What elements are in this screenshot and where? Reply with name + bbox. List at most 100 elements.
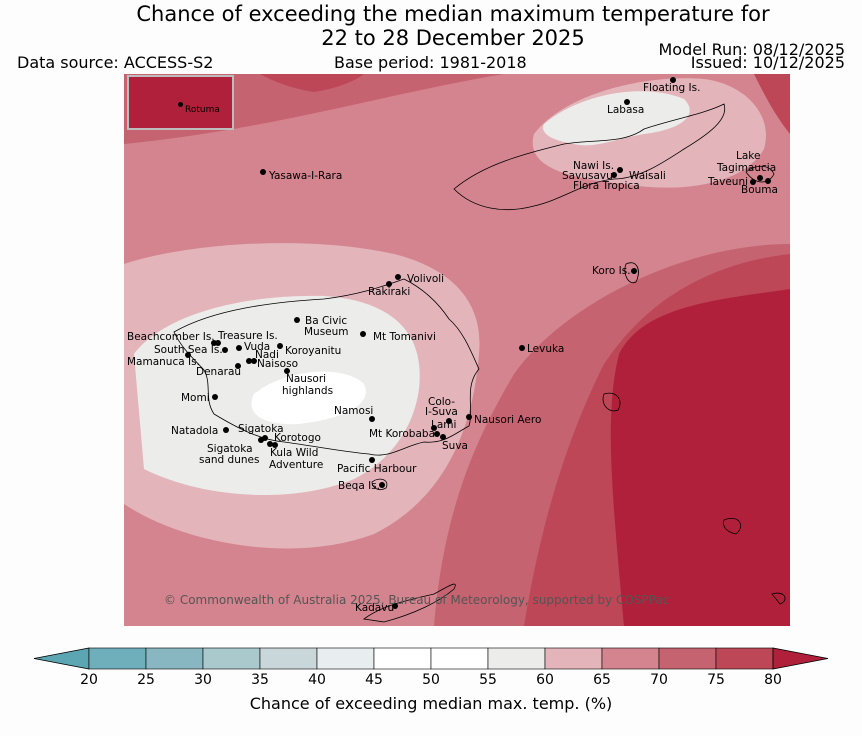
place-point: [235, 363, 241, 369]
colorbar-tick-label: 65: [593, 672, 611, 688]
place-point: [519, 345, 525, 351]
band-55-60: [251, 371, 366, 425]
place-point: [434, 431, 440, 437]
place-label: Treasure Is.: [218, 330, 278, 342]
place-point: [431, 425, 437, 431]
place-label: sand dunes: [199, 454, 260, 466]
place-point: [211, 340, 217, 346]
place-label: Vuda: [244, 341, 271, 353]
colorbar-cell: [544, 647, 603, 670]
place-label: Kadavu: [355, 602, 395, 614]
place-label: Pacific Harbour: [337, 463, 417, 475]
koro-coast: [624, 262, 639, 284]
colorbar-tick-label: 35: [251, 672, 269, 688]
colorbar: [33, 647, 829, 670]
place-label: Levuka: [527, 343, 565, 355]
copyright-note: © Commonwealth of Australia 2025, Bureau…: [164, 593, 670, 607]
place-label: I-Suva: [425, 406, 458, 418]
colorbar-extend-high: [772, 647, 829, 670]
place-label: Kula Wild: [270, 447, 319, 459]
place-point: [440, 434, 446, 440]
place-point: [185, 352, 191, 358]
place-point: [360, 331, 366, 337]
colorbar-extend-low: [33, 647, 90, 670]
place-label: Namosi: [334, 405, 374, 417]
place-point: [284, 368, 290, 374]
colorbar-cells: [33, 647, 829, 670]
place-point: [246, 358, 252, 364]
place-point: [611, 172, 617, 178]
band-80-plus-north: [260, 74, 364, 92]
place-label: Nausori Aero: [474, 414, 542, 426]
place-label: Sigatoka: [207, 443, 253, 455]
colorbar-tick-label: 45: [365, 672, 383, 688]
colorbar-tick-label: 50: [422, 672, 440, 688]
place-point: [765, 178, 771, 184]
place-point: [617, 167, 623, 173]
title-line-1: Chance of exceeding the median maximum t…: [136, 2, 770, 26]
colorbar-cell: [316, 647, 375, 670]
place-point: [236, 345, 242, 351]
place-point: [379, 482, 385, 488]
colorbar-cell: [373, 647, 432, 670]
colorbar-cell: [430, 647, 489, 670]
place-label: Beqa Is.: [338, 480, 381, 492]
rotuma-inset: Rotuma: [127, 75, 234, 130]
place-label: South Sea Is.: [154, 344, 223, 356]
place-point: [222, 347, 228, 353]
colorbar-cell: [487, 647, 546, 670]
place-point: [262, 435, 268, 441]
place-label: Yasawa-I-Rara: [269, 170, 343, 182]
colorbar-tick-label: 20: [80, 672, 98, 688]
data-source: Data source: ACCESS-S2: [17, 53, 214, 72]
rotuma-label: Rotuma: [185, 105, 220, 115]
place-label: Sigatoka: [238, 423, 284, 435]
place-point: [251, 358, 257, 364]
colorbar-cell: [601, 647, 660, 670]
place-point: [369, 457, 375, 463]
colorbar-cell: [715, 647, 774, 670]
place-label: Nadi: [255, 349, 279, 361]
map-title: Chance of exceeding the median maximum t…: [0, 2, 862, 50]
probability-map: Rotuma Floating Is. Labasa Yasawa-I-Rara…: [124, 74, 790, 626]
model-run: Model Run: 08/12/2025: [658, 40, 846, 59]
place-label: Floating Is.: [643, 82, 701, 94]
place-point: [386, 281, 392, 287]
place-label: Labasa: [607, 104, 645, 116]
beqa-coast: [371, 478, 388, 490]
place-label: Naisoso: [257, 358, 298, 370]
title-line-2: 22 to 28 December 2025: [321, 26, 585, 50]
place-point: [215, 340, 221, 346]
place-point: [272, 442, 278, 448]
place-label: Museum: [304, 326, 349, 338]
place-label: Natadola: [171, 425, 219, 437]
lau-islands: [723, 518, 786, 605]
gau-coast: [602, 392, 621, 412]
colorbar-tick-label: 25: [137, 672, 155, 688]
place-label: Beachcomber Is.: [127, 331, 215, 343]
place-label: Tagimaucia: [717, 162, 777, 174]
place-point: [258, 437, 264, 443]
colorbar-tick-label: 80: [764, 672, 782, 688]
viti-levu-coast: [173, 278, 480, 456]
colorbar-cell: [145, 647, 204, 670]
band-60-65-north: [543, 91, 690, 146]
band-85-plus-east: [610, 289, 790, 626]
place-point: [446, 418, 452, 424]
place-point: [267, 441, 273, 447]
place-label: Lake: [736, 150, 761, 162]
rotuma-point: [178, 102, 183, 107]
place-label: Flora Tropica: [573, 180, 640, 192]
colorbar-cell: [658, 647, 717, 670]
place-label: Nawi Is.: [573, 160, 615, 172]
kadavu-coast: [362, 583, 456, 623]
place-label: Koroyanitu: [285, 345, 342, 357]
colorbar-cell: [202, 647, 261, 670]
place-label: Koro Is.: [592, 265, 631, 277]
band-80-plus-northeast: [754, 74, 790, 134]
place-point: [212, 394, 218, 400]
place-label: Colo-: [428, 396, 456, 408]
place-label: Volivoli: [407, 273, 445, 285]
place-point: [624, 99, 630, 105]
place-point: [369, 416, 375, 422]
